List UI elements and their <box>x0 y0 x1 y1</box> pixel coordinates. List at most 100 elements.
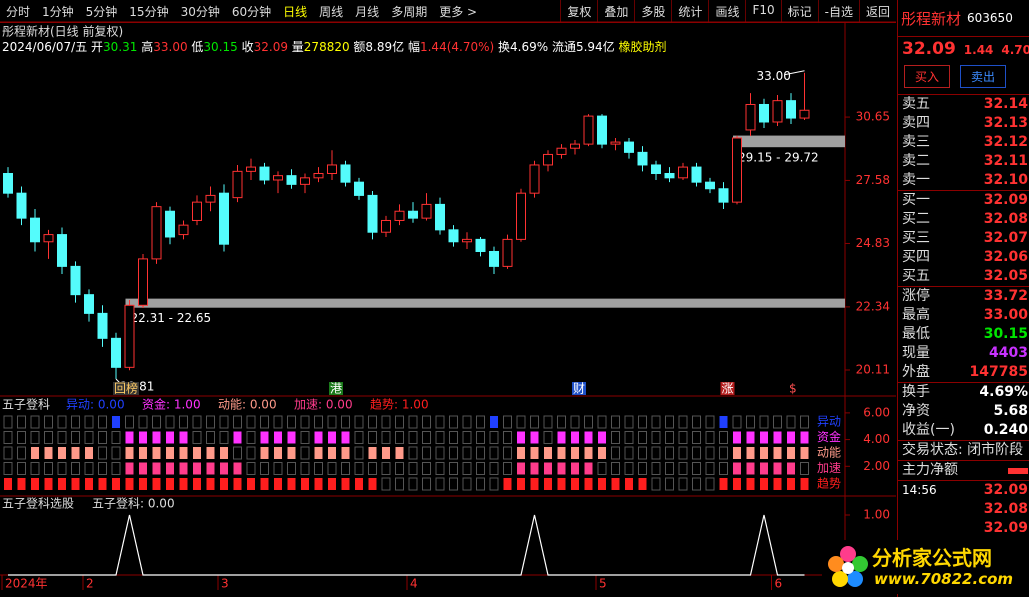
event-bg <box>720 382 735 395</box>
toolbar-item[interactable]: 多周期 <box>391 5 428 19</box>
cell-off <box>408 415 418 429</box>
cell-off <box>449 431 458 444</box>
toolbar-item[interactable]: 日线 <box>283 5 308 19</box>
logo-name: 分析家公式网 <box>872 546 992 570</box>
cell-off <box>84 431 94 444</box>
cell-off <box>341 462 350 475</box>
cell-off <box>3 415 13 429</box>
cell-off <box>57 462 67 475</box>
cell-off <box>84 462 94 475</box>
cell-off <box>665 431 674 444</box>
event-label: 回榜 <box>114 381 138 396</box>
book-label: 卖一 <box>902 172 930 188</box>
cell-off <box>273 462 283 475</box>
candle-body <box>691 166 702 183</box>
cell-off <box>705 431 715 444</box>
candle-body <box>637 151 648 166</box>
cell-off <box>341 415 350 429</box>
cell-off <box>489 446 499 460</box>
candle-body <box>192 201 202 221</box>
toolbar-item[interactable]: -自选 <box>817 0 859 22</box>
toolbar-item[interactable]: 画线 <box>708 0 745 22</box>
signal-cell <box>31 478 39 490</box>
signal-cell <box>638 478 647 490</box>
toolbar-item[interactable]: 叠加 <box>597 0 634 22</box>
signal-cell <box>584 462 593 475</box>
trade-row: 32.09 <box>898 519 1029 538</box>
cell-off <box>246 446 256 460</box>
cell-off <box>300 446 310 460</box>
signal-cell <box>517 462 525 475</box>
trade-row: 14:56 32.09 <box>898 481 1029 500</box>
stat-row: 最高 33.00 <box>898 306 1029 325</box>
toolbar-item[interactable]: 标记 <box>780 0 818 22</box>
cell-off <box>705 477 715 491</box>
cell-off <box>611 446 620 460</box>
toolbar-item[interactable]: 统计 <box>671 0 708 22</box>
toolbar-item[interactable]: 返回 <box>858 0 896 22</box>
signal-line <box>8 514 805 576</box>
cell-off <box>503 431 512 444</box>
signal-cell <box>530 447 539 459</box>
candle-body <box>543 153 553 166</box>
cell-off <box>44 415 53 429</box>
signal-cell <box>571 478 579 490</box>
book-row: 买五 32.05 <box>898 267 1029 286</box>
cell-off <box>84 415 94 429</box>
cell-off <box>71 462 80 475</box>
event-bg <box>113 382 139 395</box>
signal-cell <box>71 478 80 490</box>
toolbar-item[interactable]: 60分钟 <box>231 5 272 19</box>
cell-off <box>246 431 256 444</box>
sell-button[interactable]: 卖出 <box>960 65 1007 88</box>
signal-cell <box>44 478 53 490</box>
info-line: 2024/06/07/五 开30.31 高33.00 低30.15 收32.09… <box>2 39 667 54</box>
cell-off <box>800 415 809 429</box>
toolbar-item[interactable]: 15分钟 <box>129 5 169 19</box>
cell-off <box>3 446 13 460</box>
cell-off <box>719 431 728 444</box>
cell-off <box>692 462 701 475</box>
toolbar-item[interactable]: 复权 <box>560 0 597 22</box>
book-price: 32.07 <box>983 230 1028 246</box>
toolbar-left: 分时 1分钟 5分钟 15分钟 30分钟 60分钟 日线 周线 月线 多周期 更多 > <box>0 0 483 22</box>
cell-off <box>462 462 472 475</box>
event-label: 涨 <box>722 381 734 396</box>
toolbar-item[interactable]: 1分钟 <box>42 5 74 19</box>
toolbar-item[interactable]: F10 <box>745 0 780 22</box>
cell-off <box>408 462 418 475</box>
info-item: 收 <box>242 40 254 54</box>
cell-off <box>57 415 67 429</box>
signal-cell <box>800 447 809 459</box>
cell-off <box>516 415 526 429</box>
cell-off <box>692 446 701 460</box>
toolbar-item[interactable]: 月线 <box>355 5 380 19</box>
signal-cell <box>247 478 255 490</box>
candle-body <box>3 173 13 194</box>
signal-cell <box>85 478 93 490</box>
toolbar-item[interactable]: 30分钟 <box>180 5 220 19</box>
signal-cell <box>557 478 566 490</box>
info-item: 量 <box>292 40 304 54</box>
signal-cell <box>314 431 323 444</box>
legend-entry: 五子登科: 0.00 <box>92 496 175 511</box>
toolbar-item[interactable]: 多股 <box>634 0 671 22</box>
signal-cell <box>773 447 782 459</box>
candle-body <box>43 234 54 243</box>
event-bg <box>329 382 343 395</box>
trade-price: 32.09 <box>983 520 1028 536</box>
toolbar-item[interactable]: 分时 <box>6 5 31 19</box>
row-label: 趋势 <box>817 477 841 491</box>
cell-off <box>44 431 53 444</box>
signal-cell <box>571 447 579 459</box>
buy-button[interactable]: 买入 <box>904 65 951 88</box>
toolbar-item[interactable]: 周线 <box>319 5 344 19</box>
toolbar-item[interactable]: 5分钟 <box>85 5 118 19</box>
cell-off <box>314 415 323 429</box>
cell-off <box>449 477 458 491</box>
candle-body <box>408 210 418 219</box>
cell-off <box>476 462 485 475</box>
toolbar-item[interactable]: 更多 > <box>439 5 478 19</box>
cell-off <box>30 431 40 444</box>
cell-off <box>476 415 485 429</box>
